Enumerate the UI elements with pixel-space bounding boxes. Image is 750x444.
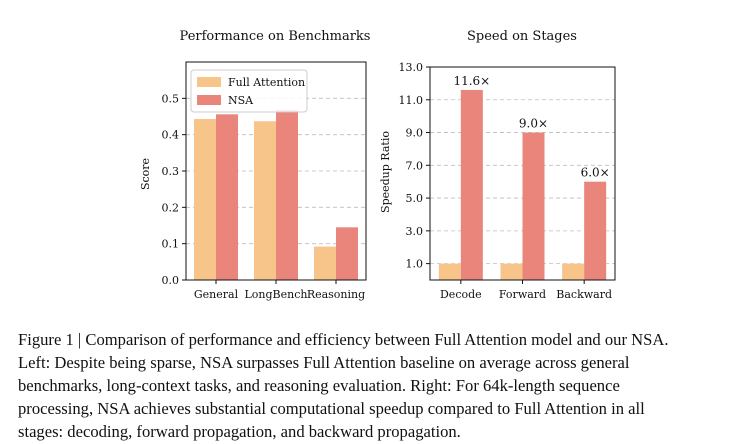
legend-label-nsa: NSA (228, 94, 254, 107)
data-label: 11.6× (453, 74, 490, 88)
caption-line: processing, NSA achieves substantial com… (18, 399, 645, 418)
legend-swatch-nsa (197, 95, 221, 105)
y-tick-label: 11.0 (399, 94, 424, 107)
plot-frame (185, 61, 367, 281)
y-tick-label: 0.3 (162, 165, 180, 178)
y-tick-label: 0.2 (162, 201, 180, 214)
y-tick-label: 5.0 (406, 192, 424, 205)
y-tick-label: 0.0 (162, 274, 180, 287)
bar-nsa-forward (522, 132, 545, 280)
bar-full-attention-decode (438, 263, 461, 280)
data-label: 6.0× (581, 166, 610, 180)
legend: Full Attention NSA (190, 69, 308, 113)
bar-nsa-general (216, 114, 238, 280)
caption-line: Left: Despite being sparse, NSA surpasse… (18, 353, 630, 372)
bar-full-attention-forward (500, 263, 523, 280)
bar-nsa-decode (460, 89, 483, 280)
caption-line: Figure 1 | Comparison of performance and… (18, 330, 669, 349)
x-tick-label: Forward (499, 288, 546, 301)
figure-caption: Figure 1 | Comparison of performance and… (18, 328, 738, 443)
caption-line: stages: decoding, forward propagation, a… (18, 422, 461, 441)
x-tick-label: LongBench (245, 288, 308, 301)
chart-title: Speed on Stages (467, 29, 577, 44)
legend-label-full-attention: Full Attention (228, 76, 305, 89)
data-label: 9.0× (519, 117, 548, 131)
bar-full-attention-backward (562, 263, 585, 280)
plot-frame (429, 66, 616, 281)
x-tick-label: Decode (440, 288, 482, 301)
bar-nsa-backward (584, 181, 607, 280)
legend-swatch-full-attention (197, 77, 221, 87)
chart-title: Performance on Benchmarks (180, 29, 371, 44)
bar-nsa-longbench (276, 109, 298, 280)
y-ticks: 1.0 3.0 5.0 7.0 9.0 11.0 13.0 (399, 61, 430, 271)
data-labels: 11.6× 9.0× 6.0× (453, 74, 609, 180)
y-tick-label: 3.0 (406, 225, 424, 238)
x-tick-label: Backward (556, 288, 612, 301)
speed-chart: Speed on Stages Speedup Ratio 1.0 3.0 5.0 7… (379, 29, 616, 301)
x-tick-labels: General LongBench Reasoning (194, 280, 365, 301)
y-tick-label: 9.0 (406, 127, 424, 140)
bar-full-attention-longbench (254, 121, 276, 281)
bar-full-attention-general (194, 119, 216, 280)
y-axis-label: Speedup Ratio (379, 131, 392, 213)
y-tick-label: 13.0 (399, 61, 424, 74)
x-tick-labels: Decode Forward Backward (440, 280, 612, 301)
y-tick-label: 1.0 (406, 258, 424, 271)
y-tick-label: 0.1 (162, 238, 180, 251)
y-tick-label: 7.0 (406, 159, 424, 172)
y-tick-label: 0.5 (162, 92, 180, 105)
y-axis-label: Score (139, 158, 152, 190)
bar-nsa-reasoning (336, 227, 358, 280)
bar-full-attention-reasoning (314, 246, 336, 280)
bars (194, 109, 358, 281)
caption-line: benchmarks, long-context tasks, and reas… (18, 376, 620, 395)
x-tick-label: General (194, 288, 239, 301)
x-tick-label: Reasoning (307, 288, 365, 301)
performance-chart: Performance on Benchmarks Score 0.00.10.… (139, 29, 370, 301)
figure: Performance on Benchmarks Score 0.00.10.… (139, 29, 616, 301)
bars (438, 89, 607, 280)
y-ticks: 0.0 0.1 0.2 0.3 0.4 0.5 (162, 92, 186, 287)
y-tick-label: 0.4 (162, 129, 180, 142)
